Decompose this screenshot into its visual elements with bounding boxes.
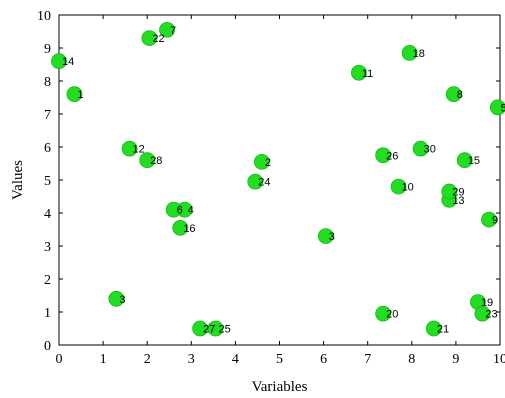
data-point-label: 1 [77,89,83,101]
data-point-label: 3 [119,294,125,306]
x-tick-label: 4 [232,352,239,367]
data-point [375,147,392,164]
data-point-label: 27 [203,324,215,336]
x-tick-label: 3 [188,352,195,367]
data-point-label: 24 [258,177,270,189]
data-point [51,53,67,70]
x-axis-title: Variables [252,379,308,395]
y-tick-label: 8 [44,75,51,90]
y-tick-label: 0 [44,339,51,354]
data-point-label: 14 [62,56,74,68]
x-tick-label: 8 [408,352,415,367]
data-point-label: 12 [133,144,145,156]
x-axis: 0 1 2 3 4 5 6 7 8 9 10 [56,15,505,367]
y-axis-title: Values [10,160,26,200]
data-point [207,320,224,337]
y-tick-label: 3 [44,240,51,255]
data-point [139,152,156,169]
data-point [247,173,264,190]
data-point [481,211,497,228]
data-point [425,320,442,337]
data-points: 1234567891011121314151618192021222324252… [51,21,505,337]
data-point [489,99,505,116]
data-point [445,86,462,103]
x-tick-label: 0 [56,352,63,367]
y-tick-label: 5 [44,174,51,189]
data-point-label: 23 [485,309,497,321]
data-point [141,30,158,46]
data-point [172,219,189,236]
data-point [441,183,458,200]
y-tick-label: 2 [44,273,51,288]
data-point-label: 29 [452,187,464,199]
y-tick-label: 7 [44,108,51,123]
x-tick-label: 9 [452,352,459,367]
x-tick-label: 7 [364,352,371,367]
data-point [456,152,473,169]
data-point [401,45,418,61]
x-tick-label: 10 [493,352,505,367]
data-point-label: 25 [219,324,231,336]
data-point [192,320,209,337]
data-point [159,21,175,38]
data-point-label: 11 [362,68,373,80]
data-point [121,140,138,157]
data-point [412,140,429,157]
data-point-label: 5 [501,102,505,114]
data-point-label: 22 [152,33,164,45]
x-tick-label: 2 [144,352,151,367]
data-point [474,305,491,322]
data-point [108,290,125,307]
data-point-label: 18 [413,48,425,60]
x-tick-label: 5 [276,352,283,367]
data-point-label: 26 [386,150,398,162]
data-point-label: 13 [452,195,464,207]
data-point-label: 20 [386,309,398,321]
data-point-label: 9 [492,215,498,227]
data-point-label: 21 [437,324,449,336]
data-point [317,228,334,245]
data-point [66,86,83,103]
y-tick-label: 9 [44,42,51,57]
data-point [253,153,270,170]
data-point-label: 3 [329,231,335,243]
data-point-label: 2 [265,157,271,169]
y-tick-label: 1 [44,306,51,321]
data-point-label: 4 [188,205,194,217]
data-point-label: 8 [457,89,463,101]
data-point [350,64,367,81]
data-point-label: 15 [468,155,480,167]
data-point-label: 28 [150,155,162,167]
y-tick-label: 4 [44,207,51,222]
data-point-label: 10 [402,182,414,194]
data-point-label: 30 [424,144,436,156]
y-tick-label: 10 [37,9,51,24]
y-tick-label: 6 [44,141,51,156]
x-tick-label: 6 [320,352,327,367]
data-point-label: 7 [170,25,176,37]
data-point [375,305,392,322]
x-tick-label: 1 [100,352,107,367]
data-point-label: 6 [177,205,183,217]
data-point-label: 16 [183,223,195,235]
data-point [390,178,407,195]
data-point [165,201,182,218]
